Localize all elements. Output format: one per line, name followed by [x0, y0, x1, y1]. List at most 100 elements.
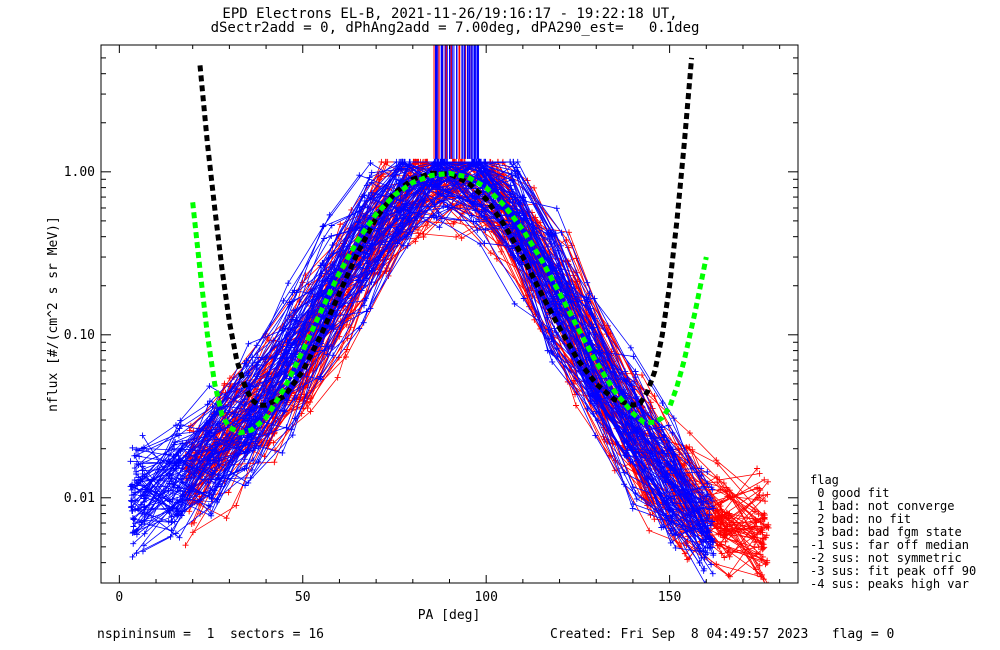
blue-point	[584, 405, 591, 412]
red-point	[337, 221, 344, 228]
blue-trace	[136, 161, 702, 559]
blue-point	[286, 312, 293, 319]
blue-point	[628, 382, 635, 389]
blue-point	[136, 453, 143, 460]
red-point	[412, 238, 419, 245]
blue-point	[393, 204, 400, 211]
blue-point	[584, 279, 591, 286]
blue-point	[211, 487, 218, 494]
blue-point	[622, 452, 629, 459]
fit_black-fit-curve	[197, 57, 695, 408]
blue-point	[672, 544, 679, 551]
blue-point	[208, 495, 215, 502]
red-point	[724, 488, 731, 495]
blue-point	[133, 471, 140, 478]
blue-point	[477, 240, 484, 247]
blue-point	[558, 229, 565, 236]
red-point	[754, 484, 761, 491]
blue-point	[279, 449, 286, 456]
red-point	[306, 399, 313, 406]
blue-point	[436, 180, 443, 187]
blue-point	[708, 522, 715, 529]
blue-trace	[143, 161, 702, 499]
blue-point	[127, 458, 134, 465]
blue-point	[507, 158, 514, 165]
blue-point	[129, 481, 136, 488]
red-point	[726, 573, 733, 580]
blue-trace	[131, 185, 709, 505]
red-point	[752, 566, 759, 573]
blue-point	[283, 354, 290, 361]
red-point	[458, 235, 465, 242]
chart-title-line2: dSectr2add = 0, dPhAng2add = 7.00deg, dP…	[210, 20, 700, 36]
blue-traces	[127, 45, 717, 583]
blue-point	[328, 232, 335, 239]
x-tick-label: 0	[115, 590, 123, 605]
blue-point	[255, 359, 262, 366]
blue-point	[702, 522, 709, 529]
blue-point	[482, 226, 489, 233]
blue-point	[700, 567, 707, 574]
red-point	[764, 491, 771, 498]
blue-point	[171, 460, 178, 467]
blue-point	[128, 507, 135, 514]
blue-point	[368, 189, 375, 196]
red-point	[182, 542, 189, 549]
blue-point	[285, 280, 292, 287]
footer-sectors-info: nspininsum = 1 sectors = 16	[97, 627, 324, 642]
blue-point	[703, 517, 710, 524]
blue-point	[398, 223, 405, 230]
red-point	[754, 494, 761, 501]
blue-point	[241, 403, 248, 410]
red-point	[715, 530, 722, 537]
blue-point	[289, 316, 296, 323]
blue-point	[668, 515, 675, 522]
red-point	[761, 476, 768, 483]
blue-point	[549, 231, 556, 238]
blue-point	[134, 447, 141, 454]
blue-trace	[141, 161, 700, 549]
blue-point	[704, 580, 706, 583]
blue-point	[478, 212, 485, 219]
blue-point	[209, 403, 216, 410]
blue-point	[213, 499, 220, 506]
blue-point	[243, 408, 250, 415]
blue-point	[286, 301, 293, 308]
red-point	[487, 250, 494, 257]
blue-trace	[138, 170, 706, 583]
red-point	[757, 518, 764, 525]
fit_green-fit-curve	[190, 170, 709, 436]
blue-point	[363, 182, 370, 189]
blue-point	[138, 521, 145, 528]
blue-point	[293, 341, 300, 348]
red-point	[726, 493, 733, 500]
blue-point	[171, 439, 178, 446]
blue-point	[665, 422, 672, 429]
blue-point	[174, 430, 181, 437]
blue-point	[171, 518, 178, 525]
blue-point	[444, 186, 451, 193]
blue-point	[706, 511, 713, 518]
blue-point	[139, 470, 146, 477]
red-point	[752, 523, 759, 530]
blue-point	[633, 457, 640, 464]
blue-point	[627, 344, 634, 351]
red-point	[763, 532, 770, 539]
red-point	[764, 557, 771, 564]
red-point	[765, 583, 771, 589]
blue-point	[168, 513, 175, 520]
blue-point	[710, 550, 717, 557]
blue-point	[435, 209, 442, 216]
blue-point	[365, 263, 372, 270]
blue-point	[658, 524, 665, 531]
blue-point	[670, 508, 677, 515]
blue-point	[544, 243, 551, 250]
blue-point	[205, 437, 212, 444]
blue-point	[666, 493, 673, 500]
legend-item-3: 3 bad: bad fgm state	[810, 525, 962, 539]
blue-point	[174, 508, 181, 515]
blue-point	[699, 525, 706, 532]
blue-point	[632, 374, 639, 381]
blue-point	[397, 179, 404, 186]
blue-point	[241, 456, 248, 463]
